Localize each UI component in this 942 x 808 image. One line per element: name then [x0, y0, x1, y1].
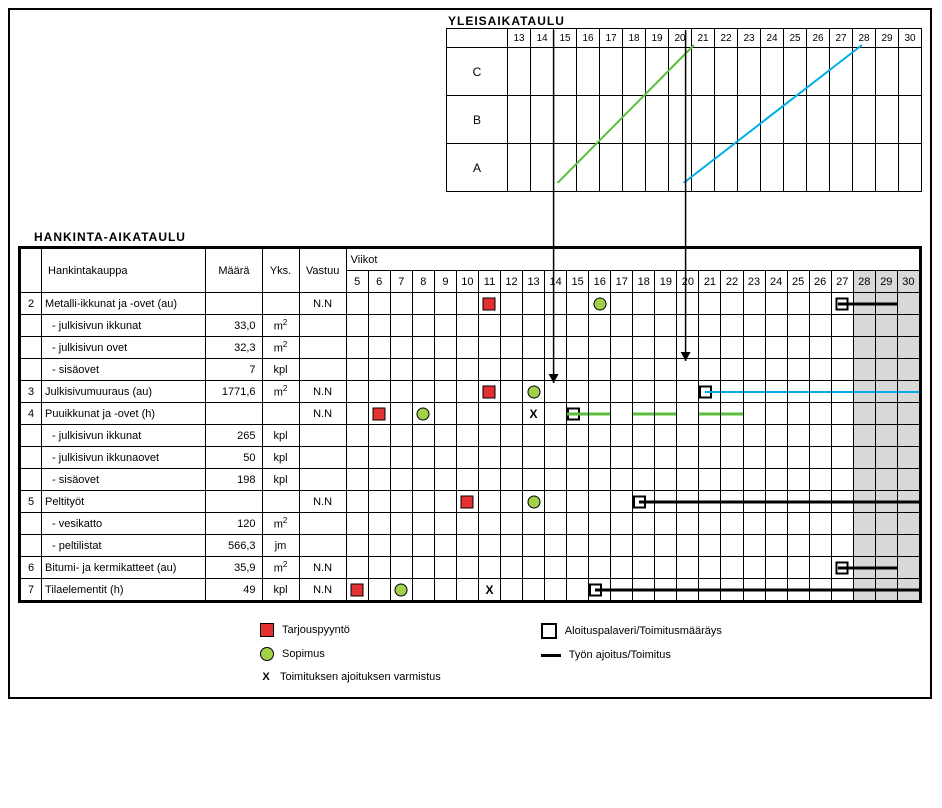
legend-label: Aloituspalaveri/Toimitusmääräys: [565, 625, 722, 637]
legend-label: Sopimus: [282, 648, 325, 660]
table-row: - julkisivun ikkunat265kpl: [21, 425, 920, 447]
table-row: 2Metalli-ikkunat ja -ovet (au)N.N: [21, 293, 920, 315]
table-row: - julkisivun ikkunat33,0m2: [21, 315, 920, 337]
legend-aloituspalaveri: Aloituspalaveri/Toimitusmääräys: [541, 623, 722, 639]
legend-tarjouspyynto: Tarjouspyyntö: [260, 623, 441, 637]
table-row: - julkisivun ovet32,3m2: [21, 337, 920, 359]
table-row: 4Puuikkunat ja -ovet (h)N.NX: [21, 403, 920, 425]
table-row: 5PeltityötN.N: [21, 491, 920, 513]
table-row: - vesikatto120m2: [21, 513, 920, 535]
yleisaikataulu-section: YLEISAIKATAULU 1314151617181920212223242…: [446, 14, 922, 192]
table-row: 7Tilaelementit (h)49kplN.NX: [21, 579, 920, 601]
red-square-icon: [260, 623, 274, 637]
line-icon: [541, 654, 561, 657]
hankinta-wrap: HankintakauppaMääräYks.VastuuViikot56789…: [18, 246, 922, 603]
legend-label: Toimituksen ajoituksen varmistus: [280, 671, 441, 683]
page-frame: YLEISAIKATAULU 1314151617181920212223242…: [8, 8, 932, 699]
yleisaikataulu-title: YLEISAIKATAULU: [446, 14, 922, 28]
table-row: - peltilistat566,3jm: [21, 535, 920, 557]
legend-label: Työn ajoitus/Toimitus: [569, 649, 671, 661]
legend-sopimus: Sopimus: [260, 647, 441, 661]
table-row: 3Julkisivumuuraus (au)1771,6m2N.N: [21, 381, 920, 403]
table-row: 6Bitumi- ja kermikatteet (au)35,9m2N.N: [21, 557, 920, 579]
table-row: - sisäovet198kpl: [21, 469, 920, 491]
legend-varmistus: X Toimituksen ajoituksen varmistus: [260, 671, 441, 683]
hollow-square-icon: [541, 623, 557, 639]
green-circle-icon: [260, 647, 274, 661]
legend: Tarjouspyyntö Sopimus X Toimituksen ajoi…: [260, 623, 930, 683]
hankinta-title: HANKINTA-AIKATAULU: [34, 230, 930, 244]
hankinta-table: HankintakauppaMääräYks.VastuuViikot56789…: [20, 248, 920, 601]
yleisaikataulu-table: 131415161718192021222324252627282930CBA: [446, 28, 922, 192]
legend-label: Tarjouspyyntö: [282, 624, 350, 636]
legend-tyon-ajoitus: Työn ajoitus/Toimitus: [541, 649, 722, 661]
x-icon: X: [260, 671, 272, 683]
table-row: - sisäovet7kpl: [21, 359, 920, 381]
table-row: - julkisivun ikkunaovet50kpl: [21, 447, 920, 469]
